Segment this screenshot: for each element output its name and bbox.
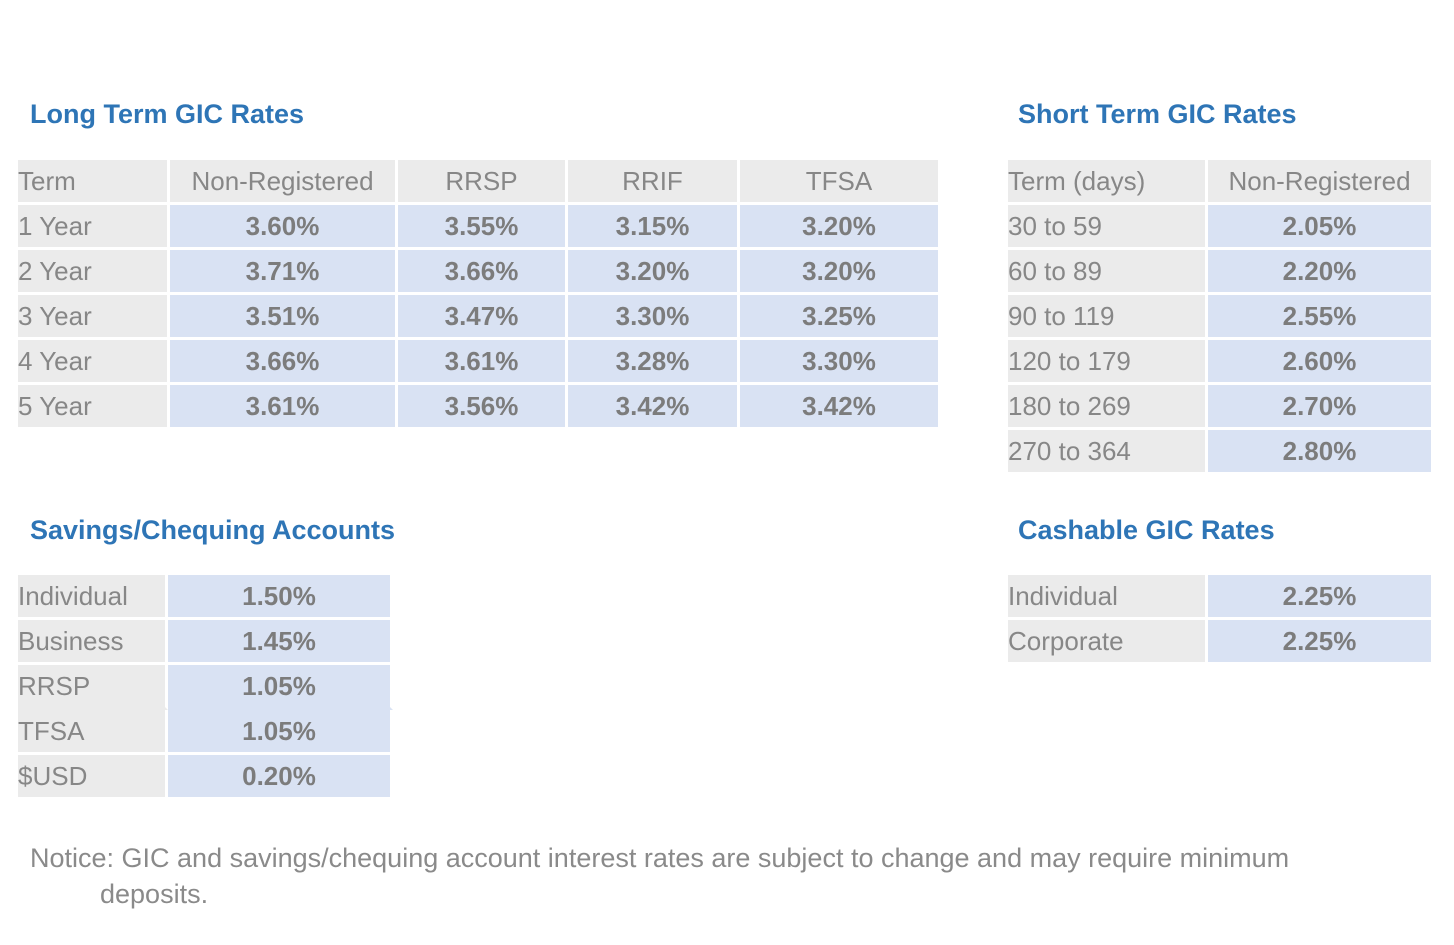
rate-cell: 3.66%: [170, 340, 398, 385]
table-row: Individual 1.50%: [18, 575, 393, 620]
rate-cell: 2.25%: [1208, 620, 1434, 665]
table-row: 90 to 119 2.55%: [1008, 295, 1434, 340]
table-row: RRSP 1.05%: [18, 665, 393, 710]
rate-cell: 3.15%: [568, 205, 740, 250]
column-header-nonreg: Non-Registered: [170, 160, 398, 205]
term-cell: 3 Year: [18, 295, 170, 340]
rate-cell: 3.51%: [170, 295, 398, 340]
table-row: 270 to 364 2.80%: [1008, 430, 1434, 475]
long-term-title: Long Term GIC Rates: [30, 99, 305, 129]
term-cell: 5 Year: [18, 385, 170, 430]
rate-cell: 3.25%: [740, 295, 941, 340]
table-row: 120 to 179 2.60%: [1008, 340, 1434, 385]
rate-cell: 3.42%: [740, 385, 941, 430]
rate-cell: 3.47%: [398, 295, 568, 340]
rate-cell: 3.60%: [170, 205, 398, 250]
table-row: Individual 2.25%: [1008, 575, 1434, 620]
cashable-title: Cashable GIC Rates: [1018, 515, 1275, 545]
column-header-term-days: Term (days): [1008, 160, 1208, 205]
table-row: 30 to 59 2.05%: [1008, 205, 1434, 250]
term-cell: 60 to 89: [1008, 250, 1208, 295]
rate-cell: 0.20%: [168, 755, 393, 800]
rate-cell: 2.60%: [1208, 340, 1434, 385]
account-cell: $USD: [18, 755, 168, 800]
rate-cell: 1.05%: [168, 665, 393, 710]
rate-cell: 3.42%: [568, 385, 740, 430]
long-term-header-row: Term Non-Registered RRSP RRIF TFSA: [18, 160, 941, 205]
term-cell: 120 to 179: [1008, 340, 1208, 385]
savings-table: Individual 1.50% Business 1.45% RRSP 1.0…: [18, 575, 393, 800]
table-row: TFSA 1.05%: [18, 710, 393, 755]
short-term-title: Short Term GIC Rates: [1018, 99, 1297, 129]
notice-line-2: deposits.: [100, 879, 209, 909]
table-row: 1 Year 3.60% 3.55% 3.15% 3.20%: [18, 205, 941, 250]
rate-cell: 3.61%: [170, 385, 398, 430]
short-term-table: Term (days) Non-Registered 30 to 59 2.05…: [1008, 160, 1434, 475]
term-cell: 4 Year: [18, 340, 170, 385]
rate-cell: 3.20%: [740, 205, 941, 250]
account-cell: RRSP: [18, 665, 168, 710]
rate-cell: 3.30%: [740, 340, 941, 385]
table-row: $USD 0.20%: [18, 755, 393, 800]
rate-cell: 2.20%: [1208, 250, 1434, 295]
rate-cell: 2.55%: [1208, 295, 1434, 340]
term-cell: 1 Year: [18, 205, 170, 250]
rate-cell: 1.50%: [168, 575, 393, 620]
table-row: 3 Year 3.51% 3.47% 3.30% 3.25%: [18, 295, 941, 340]
notice-line-1: Notice: GIC and savings/chequing account…: [30, 843, 1290, 873]
rate-cell: 3.20%: [568, 250, 740, 295]
table-row: 180 to 269 2.70%: [1008, 385, 1434, 430]
rate-cell: 2.80%: [1208, 430, 1434, 475]
notice-text: Notice: GIC and savings/chequing account…: [30, 840, 1289, 912]
rate-cell: 3.66%: [398, 250, 568, 295]
term-cell: 180 to 269: [1008, 385, 1208, 430]
rate-cell: 3.61%: [398, 340, 568, 385]
table-row: 60 to 89 2.20%: [1008, 250, 1434, 295]
cashable-table: Individual 2.25% Corporate 2.25%: [1008, 575, 1434, 665]
rate-cell: 2.70%: [1208, 385, 1434, 430]
column-header-term: Term: [18, 160, 170, 205]
rate-cell: 2.25%: [1208, 575, 1434, 620]
savings-title: Savings/Chequing Accounts: [30, 515, 396, 545]
rate-cell: 3.55%: [398, 205, 568, 250]
column-header-rrif: RRIF: [568, 160, 740, 205]
rate-cell: 1.45%: [168, 620, 393, 665]
column-header-nonreg: Non-Registered: [1208, 160, 1434, 205]
rate-cell: 2.05%: [1208, 205, 1434, 250]
account-cell: TFSA: [18, 710, 168, 755]
table-row: Business 1.45%: [18, 620, 393, 665]
term-cell: 2 Year: [18, 250, 170, 295]
table-row: Corporate 2.25%: [1008, 620, 1434, 665]
rate-cell: 3.28%: [568, 340, 740, 385]
rate-cell: 3.20%: [740, 250, 941, 295]
rate-cell: 1.05%: [168, 710, 393, 755]
column-header-rrsp: RRSP: [398, 160, 568, 205]
rate-cell: 3.56%: [398, 385, 568, 430]
table-row: 2 Year 3.71% 3.66% 3.20% 3.20%: [18, 250, 941, 295]
long-term-table: Term Non-Registered RRSP RRIF TFSA 1 Yea…: [18, 160, 941, 430]
table-row: 4 Year 3.66% 3.61% 3.28% 3.30%: [18, 340, 941, 385]
term-cell: 30 to 59: [1008, 205, 1208, 250]
account-cell: Corporate: [1008, 620, 1208, 665]
rate-cell: 3.71%: [170, 250, 398, 295]
short-term-header-row: Term (days) Non-Registered: [1008, 160, 1434, 205]
term-cell: 270 to 364: [1008, 430, 1208, 475]
term-cell: 90 to 119: [1008, 295, 1208, 340]
account-cell: Individual: [18, 575, 168, 620]
account-cell: Business: [18, 620, 168, 665]
table-row: 5 Year 3.61% 3.56% 3.42% 3.42%: [18, 385, 941, 430]
rate-cell: 3.30%: [568, 295, 740, 340]
account-cell: Individual: [1008, 575, 1208, 620]
column-header-tfsa: TFSA: [740, 160, 941, 205]
